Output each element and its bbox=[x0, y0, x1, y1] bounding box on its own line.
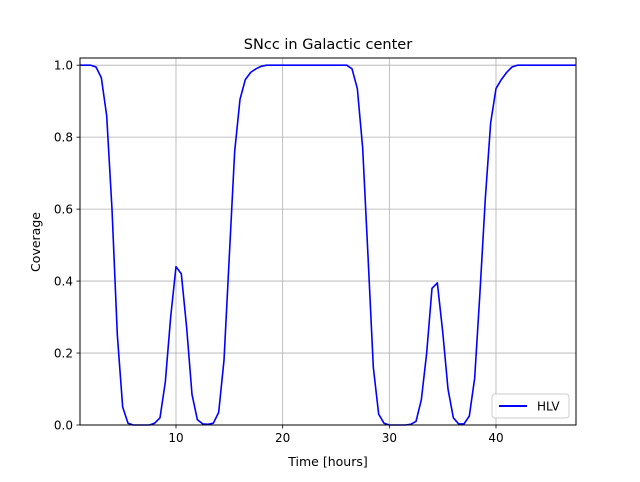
chart-title: SNcc in Galactic center bbox=[244, 37, 412, 53]
legend: HLV bbox=[491, 393, 570, 419]
legend-box bbox=[491, 393, 570, 419]
x-tick-label: 10 bbox=[168, 431, 183, 445]
x-tick-label: 40 bbox=[488, 431, 503, 445]
plot-frame bbox=[79, 57, 577, 426]
y-tick-label: 0.0 bbox=[54, 419, 73, 433]
x-tick-label: 20 bbox=[275, 431, 290, 445]
x-axis: 10 20 30 40 bbox=[168, 425, 504, 445]
y-tick-label: 0.6 bbox=[54, 203, 73, 217]
x-tick-label: 30 bbox=[382, 431, 397, 445]
y-tick-label: 0.4 bbox=[54, 275, 73, 289]
legend-label-hlv: HLV bbox=[537, 400, 560, 414]
y-tick-label: 0.2 bbox=[54, 347, 73, 361]
series-layer bbox=[80, 64, 576, 426]
y-axis-label: Coverage bbox=[28, 212, 43, 272]
y-tick-label: 1.0 bbox=[54, 59, 73, 73]
series-line-hlv bbox=[80, 64, 576, 426]
y-axis: 0.0 0.2 0.4 0.6 0.8 1.0 bbox=[54, 59, 80, 433]
x-axis-label: Time [hours] bbox=[287, 454, 367, 469]
y-tick-label: 0.8 bbox=[54, 131, 73, 145]
